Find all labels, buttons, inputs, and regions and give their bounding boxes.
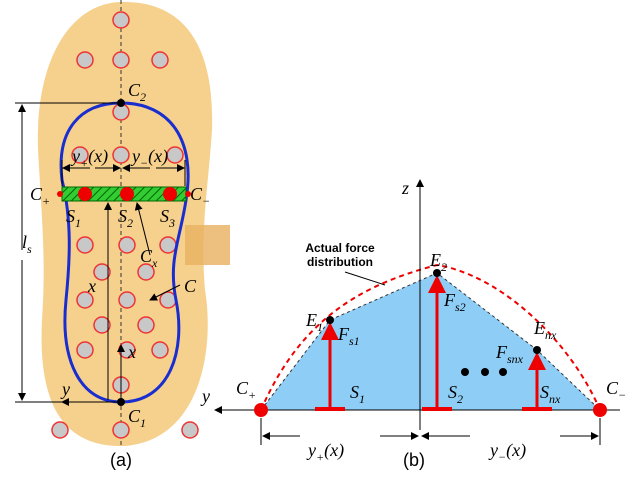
subscript: 1 — [75, 216, 81, 230]
math-label: x — [87, 276, 96, 296]
symbol: y — [200, 386, 210, 406]
end-point — [254, 403, 268, 417]
math-label: x — [127, 342, 136, 362]
point — [533, 346, 541, 354]
end-point — [593, 403, 607, 417]
symbol: S — [540, 382, 549, 402]
subscript: 2 — [441, 260, 447, 274]
subscript: s2 — [455, 300, 466, 314]
sensor-pad — [113, 422, 129, 438]
symbol: y — [488, 440, 498, 460]
math-label: C+ — [236, 378, 256, 402]
sensor-pad — [152, 342, 168, 358]
symbol: x — [127, 342, 136, 362]
sensor — [163, 187, 177, 201]
math-label: Enx — [533, 318, 557, 342]
subscript: 1 — [140, 416, 146, 430]
symbol: x — [87, 276, 96, 296]
symbol: z — [401, 178, 409, 198]
point — [326, 316, 334, 324]
sensor-pad — [160, 237, 176, 253]
annotation-leader — [345, 272, 385, 285]
connector — [185, 225, 230, 265]
symbol: y — [60, 379, 70, 399]
math-label: y−(x) — [488, 440, 526, 464]
subscript: s1 — [349, 334, 360, 348]
sensor-pad — [138, 317, 154, 333]
sensor-pad — [113, 52, 129, 68]
subscript: s — [27, 242, 32, 256]
figure: Actual force distribution (a) (b) C2y+(x… — [0, 0, 633, 490]
argument: (x) — [324, 440, 344, 461]
annotation: distribution — [307, 255, 373, 269]
symbol: S — [160, 206, 169, 226]
math-label: ls — [22, 232, 32, 256]
sensor-pad — [182, 422, 198, 438]
symbol: S — [118, 206, 127, 226]
subscript: nx — [545, 328, 557, 342]
sensor — [78, 187, 92, 201]
argument: (x) — [506, 440, 526, 461]
symbol: S — [350, 382, 359, 402]
sensor-pad — [152, 52, 168, 68]
math-label: C — [184, 276, 197, 296]
sensor-pad — [119, 237, 135, 253]
symbol: E — [533, 318, 545, 338]
subscript: 1 — [359, 392, 365, 406]
symbol: E — [429, 250, 441, 270]
sensor-pad — [52, 422, 68, 438]
ellipsis-dot — [481, 368, 489, 376]
subscript: − — [140, 156, 148, 170]
sensor-pad — [113, 12, 129, 28]
subscript: + — [248, 388, 256, 402]
argument: (x) — [148, 146, 168, 167]
end-point — [57, 191, 63, 197]
panel-label: (a) — [110, 450, 132, 470]
sensor-pad — [77, 237, 93, 253]
sensor-pad — [119, 292, 135, 308]
symbol: S — [66, 206, 75, 226]
math-label: y — [200, 386, 210, 406]
subscript: nx — [549, 392, 561, 406]
sensor-pad — [77, 52, 93, 68]
symbol: S — [448, 382, 457, 402]
symbol: C — [184, 276, 197, 296]
subscript: − — [202, 194, 210, 208]
argument: (x) — [88, 146, 108, 167]
sensor — [120, 187, 134, 201]
annotation: Actual force — [305, 241, 375, 255]
subscript: − — [498, 450, 506, 464]
symbol: E — [305, 310, 317, 330]
subscript: snx — [507, 352, 524, 366]
subscript: 1 — [317, 320, 323, 334]
panel-label: (b) — [403, 450, 425, 470]
ellipsis-dot — [461, 368, 469, 376]
symbol: y — [70, 146, 80, 166]
subscript: 2 — [457, 392, 463, 406]
ellipsis-dot — [499, 368, 507, 376]
symbol: y — [306, 440, 316, 460]
subscript: 3 — [168, 216, 175, 230]
sensor-pad — [77, 342, 93, 358]
math-label: y — [60, 379, 70, 399]
math-label: z — [401, 178, 409, 198]
subscript: − — [618, 388, 626, 402]
subscript: + — [42, 194, 50, 208]
math-label: C− — [606, 378, 626, 402]
subscript: 2 — [140, 90, 146, 104]
math-label: y+(x) — [306, 440, 344, 464]
math-label: E1 — [305, 310, 323, 334]
sensor-pad — [113, 147, 129, 163]
sensor-pad — [167, 147, 183, 163]
subscript: x — [151, 256, 158, 270]
subscript: + — [80, 156, 88, 170]
subscript: 2 — [127, 216, 133, 230]
point — [433, 269, 441, 277]
symbol: y — [130, 146, 140, 166]
subscript: + — [316, 450, 324, 464]
